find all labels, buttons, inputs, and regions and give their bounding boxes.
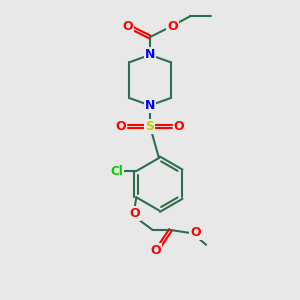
Text: N: N — [145, 48, 155, 62]
Text: N: N — [145, 99, 155, 112]
Text: O: O — [150, 244, 161, 257]
Text: O: O — [122, 20, 133, 33]
Text: N: N — [145, 48, 155, 62]
Text: O: O — [167, 20, 178, 33]
Text: O: O — [116, 120, 127, 133]
Text: O: O — [190, 226, 201, 239]
Text: O: O — [173, 120, 184, 133]
Text: O: O — [130, 207, 140, 220]
Text: Cl: Cl — [111, 165, 123, 178]
Text: S: S — [146, 120, 154, 133]
